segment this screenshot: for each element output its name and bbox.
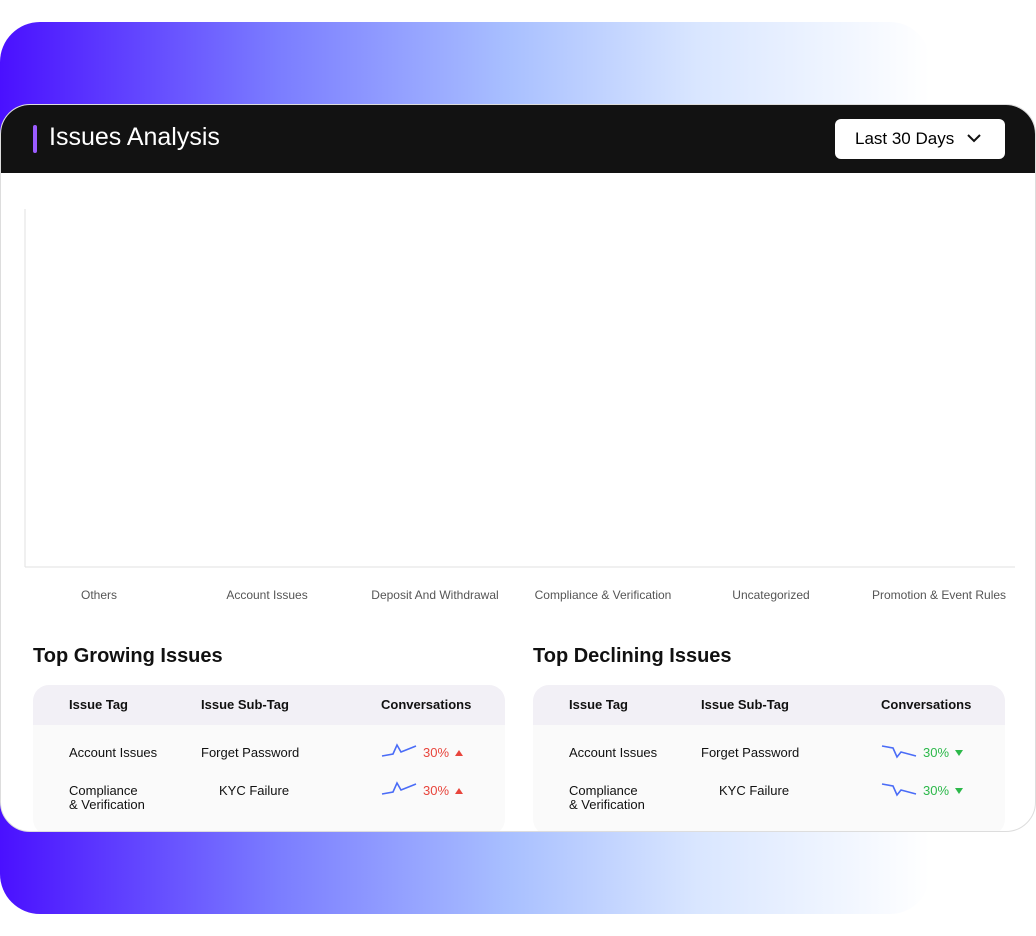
sparkline — [881, 745, 917, 759]
x-tick-label: Promotion & Event Rules — [872, 588, 1006, 602]
trend-arrow — [955, 788, 963, 794]
sparkline — [881, 783, 917, 797]
sparkline-path — [381, 781, 417, 795]
table-cell: Compliance & Verification — [569, 783, 645, 812]
range-label: Last 30 Days — [855, 129, 955, 148]
trend-arrow — [455, 750, 463, 756]
x-tick-label: Compliance & Verification — [535, 588, 672, 602]
table-panel: Top Declining Issues Issue Tag Issue Sub-T… — [533, 645, 1005, 831]
x-tick-label: Uncategorized — [732, 588, 809, 602]
chart: Others Account Issues Deposit And Withdraw… — [24, 209, 1015, 602]
chevron — [967, 134, 981, 143]
table-cell: Compliance & Verification — [69, 783, 145, 812]
title: Issues Analysis — [49, 123, 220, 151]
sparkline — [381, 781, 417, 795]
table-cell: Account Issues — [69, 745, 158, 760]
x-tick-label: Others — [81, 588, 117, 602]
x-tick-label: Account Issues — [226, 588, 307, 602]
arrow — [455, 788, 463, 794]
column-header: Issue Tag — [69, 697, 129, 712]
accent — [33, 125, 37, 153]
column-header: Conversations — [381, 697, 472, 712]
sparkline-path — [881, 783, 917, 797]
column-header: Conversations — [881, 697, 972, 712]
table-cell: Forget Password — [201, 745, 300, 760]
change-value: 30% — [923, 745, 950, 760]
arrow — [955, 788, 963, 794]
column-header: Issue Sub-Tag — [201, 697, 289, 712]
sparkline-path — [881, 745, 917, 759]
table-cell: KYC Failure — [219, 783, 290, 798]
sparkline-path — [381, 743, 417, 757]
card: Issues Analysis Last 30 Days Others Accou… — [0, 104, 1036, 832]
table-panel: Top Growing Issues Issue Tag Issue Sub-Tag… — [33, 645, 505, 831]
change-value: 30% — [923, 783, 950, 798]
table-title: Top Declining Issues — [533, 645, 732, 667]
table-title: Top Growing Issues — [33, 645, 223, 667]
sparkline — [381, 743, 417, 757]
table-header-row — [533, 685, 1005, 725]
table-cell: Forget Password — [701, 745, 800, 760]
table-header-row — [33, 685, 505, 725]
table-cell: Account Issues — [569, 745, 658, 760]
arrow — [455, 750, 463, 756]
arrow — [955, 750, 963, 756]
column-header: Issue Sub-Tag — [701, 697, 789, 712]
table-cell: KYC Failure — [719, 783, 790, 798]
range-dropdown[interactable]: Last 30 Days — [835, 119, 1005, 159]
change-value: 30% — [423, 745, 450, 760]
table: Issue Tag Issue Sub-Tag Conversations Accou… — [33, 685, 505, 831]
change-value: 30% — [423, 783, 450, 798]
x-tick-label: Deposit And Withdrawal — [371, 588, 498, 602]
header: Issues Analysis Last 30 Days — [1, 105, 1035, 173]
column-header: Issue Tag — [569, 697, 629, 712]
table: Issue Tag Issue Sub-Tag Conversations Accou… — [533, 685, 1005, 831]
trend-arrow — [955, 750, 963, 756]
trend-arrow — [455, 788, 463, 794]
